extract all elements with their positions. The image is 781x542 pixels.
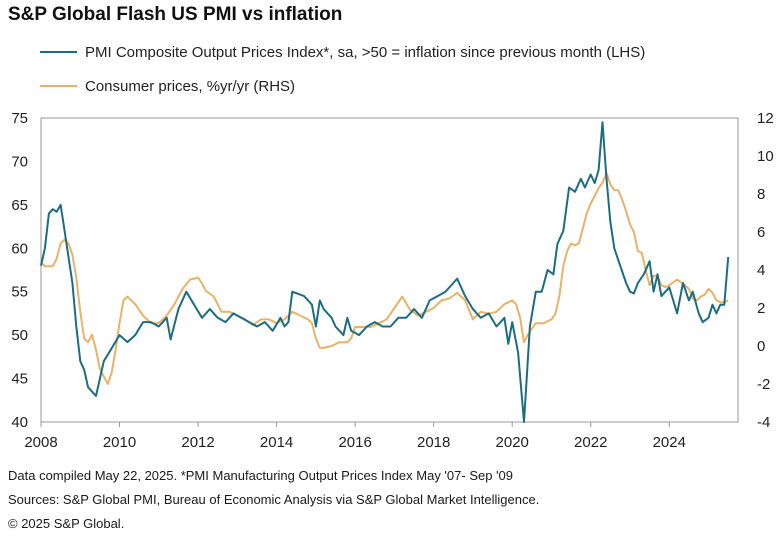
x-tick-label: 2020: [496, 434, 529, 451]
legend-swatch-cpi: [40, 85, 77, 87]
left-tick-label: 50: [11, 327, 28, 344]
notes-sources: Sources: S&P Global PMI, Bureau of Econo…: [8, 492, 540, 507]
right-tick-label: -2: [757, 376, 770, 393]
series-line-pmi: [40, 121, 730, 423]
right-tick-label: 10: [757, 148, 774, 165]
left-axis: 75 70 65 60 55 50 45 40: [11, 110, 28, 431]
right-tick-label: 4: [757, 262, 765, 279]
x-tick-label: 2008: [24, 434, 57, 451]
notes-data-compiled: Data compiled May 22, 2025. *PMI Manufac…: [8, 468, 514, 483]
x-axis: 2008 2010 2012 2014 2016 2018 2020 2022 2024: [24, 422, 686, 451]
x-tick-label: 2016: [338, 434, 371, 451]
left-tick-label: 40: [11, 414, 28, 431]
left-tick-label: 75: [11, 110, 28, 127]
legend-label-cpi: Consumer prices, %yr/yr (RHS): [85, 77, 296, 95]
x-tick-label: 2018: [417, 434, 450, 451]
series-layer: [40, 121, 730, 423]
legend-item-cpi: Consumer prices, %yr/yr (RHS): [40, 76, 295, 96]
legend-label-pmi: PMI Composite Output Prices Index*, sa, …: [85, 43, 646, 61]
right-tick-label: 12: [757, 110, 774, 127]
right-tick-label: 6: [757, 224, 765, 241]
left-tick-label: 65: [11, 197, 28, 214]
plot-frame: [40, 117, 739, 423]
left-tick-label: 45: [11, 371, 28, 388]
x-tick-label: 2022: [574, 434, 607, 451]
legend-swatch-pmi: [40, 51, 77, 53]
legend-item-pmi: PMI Composite Output Prices Index*, sa, …: [40, 42, 645, 62]
left-tick-label: 70: [11, 153, 28, 170]
x-tick-label: 2010: [103, 434, 136, 451]
right-tick-label: 2: [757, 300, 765, 317]
series-line-cpi: [40, 172, 729, 385]
x-tick-label: 2024: [653, 434, 686, 451]
right-tick-label: 8: [757, 186, 765, 203]
left-tick-label: 60: [11, 240, 28, 257]
right-axis: 12 10 8 6 4 2 0 -2 -4: [757, 110, 774, 431]
right-tick-label: -4: [757, 414, 770, 431]
notes-copyright: © 2025 S&P Global.: [8, 516, 125, 531]
x-tick-label: 2012: [181, 434, 214, 451]
left-tick-label: 55: [11, 284, 28, 301]
chart-title: S&P Global Flash US PMI vs inflation: [8, 4, 343, 25]
x-tick-label: 2014: [260, 434, 293, 451]
right-tick-label: 0: [757, 338, 765, 355]
